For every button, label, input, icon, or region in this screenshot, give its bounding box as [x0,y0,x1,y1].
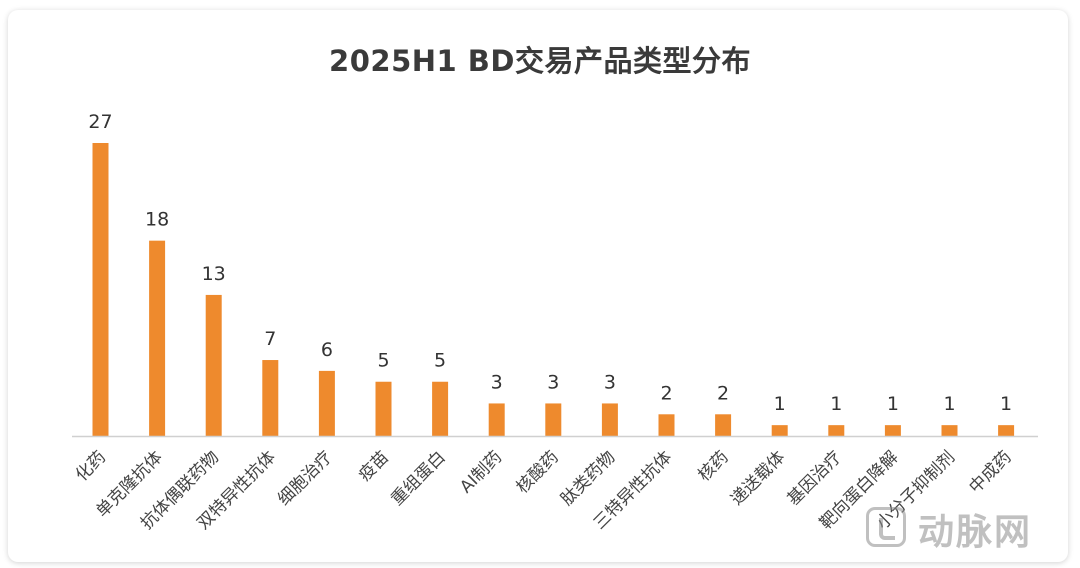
bar-16 [998,425,1015,436]
value-label-5: 5 [377,350,389,372]
watermark: 动脉网 [866,503,1066,563]
bar-6 [432,381,449,436]
value-label-10: 2 [660,382,672,404]
bar-5 [375,381,392,436]
value-label-7: 3 [491,371,503,393]
value-label-9: 3 [604,371,616,393]
category-label-7: AI制药 [456,447,506,497]
value-label-8: 3 [547,371,559,393]
category-label-0: 化药 [72,447,110,485]
bar-7 [488,403,505,436]
value-label-3: 7 [264,328,276,350]
category-label-8: 核酸药 [513,447,563,497]
chart-card [8,10,1068,562]
value-label-6: 5 [434,350,446,372]
bar-3 [262,360,279,436]
bar-0 [92,143,109,436]
value-label-16: 1 [1000,393,1012,415]
bar-2 [205,294,222,436]
value-label-13: 1 [830,393,842,415]
bar-12 [771,425,788,436]
value-label-4: 6 [321,339,333,361]
value-label-11: 2 [717,382,729,404]
value-labels-group: 27 18 13 7 6 5 5 3 3 3 2 2 1 1 1 1 1 [88,111,1012,415]
category-label-16: 中成药 [965,447,1015,497]
bar-13 [828,425,845,436]
bar-15 [941,425,958,436]
value-label-1: 18 [145,209,169,231]
watermark-text: 动脉网 [918,512,1033,553]
value-label-15: 1 [943,393,955,415]
value-label-14: 1 [887,393,899,415]
bar-10 [658,414,675,436]
chart-title: 2025H1 BD交易产品类型分布 [329,44,751,78]
value-label-2: 13 [202,263,226,285]
category-label-12: 递送载体 [727,447,789,509]
category-label-6: 重组蛋白 [387,447,449,509]
category-label-5: 疫苗 [355,447,393,485]
bar-1 [149,240,166,436]
bar-9 [601,403,618,436]
bar-4 [318,370,335,436]
value-label-12: 1 [774,393,786,415]
bars-group [92,143,1015,436]
bar-14 [884,425,901,436]
category-label-4: 细胞治疗 [274,447,336,509]
value-label-0: 27 [88,111,112,133]
bar-11 [715,414,732,436]
arterial-network-logo-icon [866,507,906,547]
category-label-11: 核药 [694,447,732,485]
bar-8 [545,403,562,436]
